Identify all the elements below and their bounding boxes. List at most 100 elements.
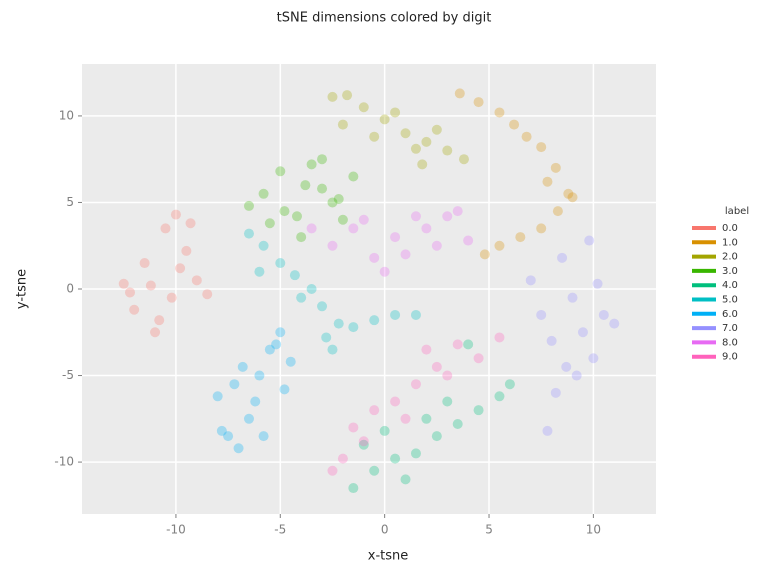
point [494,332,505,343]
point [557,252,568,263]
x-tick-label: -10 [166,523,186,537]
point [609,318,620,329]
point [563,188,574,199]
point [452,339,463,350]
point [390,107,401,118]
point [202,289,213,300]
point [258,240,269,251]
point [166,292,177,303]
point [431,361,442,372]
point [525,275,536,286]
point [129,304,140,315]
point [300,180,311,191]
point [275,166,286,177]
point [275,258,286,269]
legend-label: 9.0 [722,352,738,363]
point [588,353,599,364]
point [567,292,578,303]
y-tick-label: 5 [66,195,74,209]
point [306,159,317,170]
point [223,431,234,442]
point [442,145,453,156]
point [379,425,390,436]
point [542,425,553,436]
point [442,396,453,407]
point [546,335,557,346]
point [264,218,275,229]
point [431,431,442,442]
point [118,278,129,289]
point [552,206,563,217]
point [369,465,380,476]
point [337,119,348,130]
point [327,240,338,251]
point [515,232,526,243]
point [536,309,547,320]
point [410,448,421,459]
point [417,159,428,170]
legend-label: 4.0 [722,280,738,291]
point [348,171,359,182]
point [342,90,353,101]
point [258,431,269,442]
legend-title: label [725,206,749,217]
point [327,465,338,476]
point [369,131,380,142]
point [358,102,369,113]
point [550,162,561,173]
point [333,318,344,329]
point [452,419,463,429]
point [125,287,136,298]
point [473,405,484,416]
point [421,413,432,424]
point [421,136,432,147]
point [458,154,469,165]
point [369,315,380,326]
point [212,391,223,402]
legend-label: 6.0 [722,309,738,320]
point [509,119,520,130]
point [577,327,588,338]
point [494,107,505,118]
point [327,344,338,355]
point [139,258,150,269]
point [431,124,442,135]
point [348,223,359,234]
legend-label: 3.0 [722,266,738,277]
point [550,387,561,398]
point [454,88,465,99]
point [289,270,300,281]
point [291,211,302,222]
point [521,131,532,142]
point [243,228,254,239]
point [185,218,196,229]
point [154,315,165,326]
point [254,266,265,277]
point [250,396,261,407]
point [473,97,484,108]
point [175,263,186,274]
point [567,192,578,203]
y-tick-label: -5 [62,368,74,382]
y-tick-label: -10 [54,455,74,469]
point [317,301,328,312]
point [216,425,227,436]
point [317,154,328,165]
point [494,391,505,402]
point [390,309,401,320]
point [306,284,317,294]
point [400,128,411,139]
point [584,235,595,246]
point [390,396,401,407]
legend-label: 5.0 [722,295,738,306]
point [348,483,359,494]
point [296,232,307,243]
point [431,240,442,251]
point [285,356,296,367]
point [571,370,582,381]
point [379,266,390,277]
point [410,309,421,320]
point [264,344,275,355]
point [337,214,348,225]
x-tick-label: 5 [485,523,493,537]
